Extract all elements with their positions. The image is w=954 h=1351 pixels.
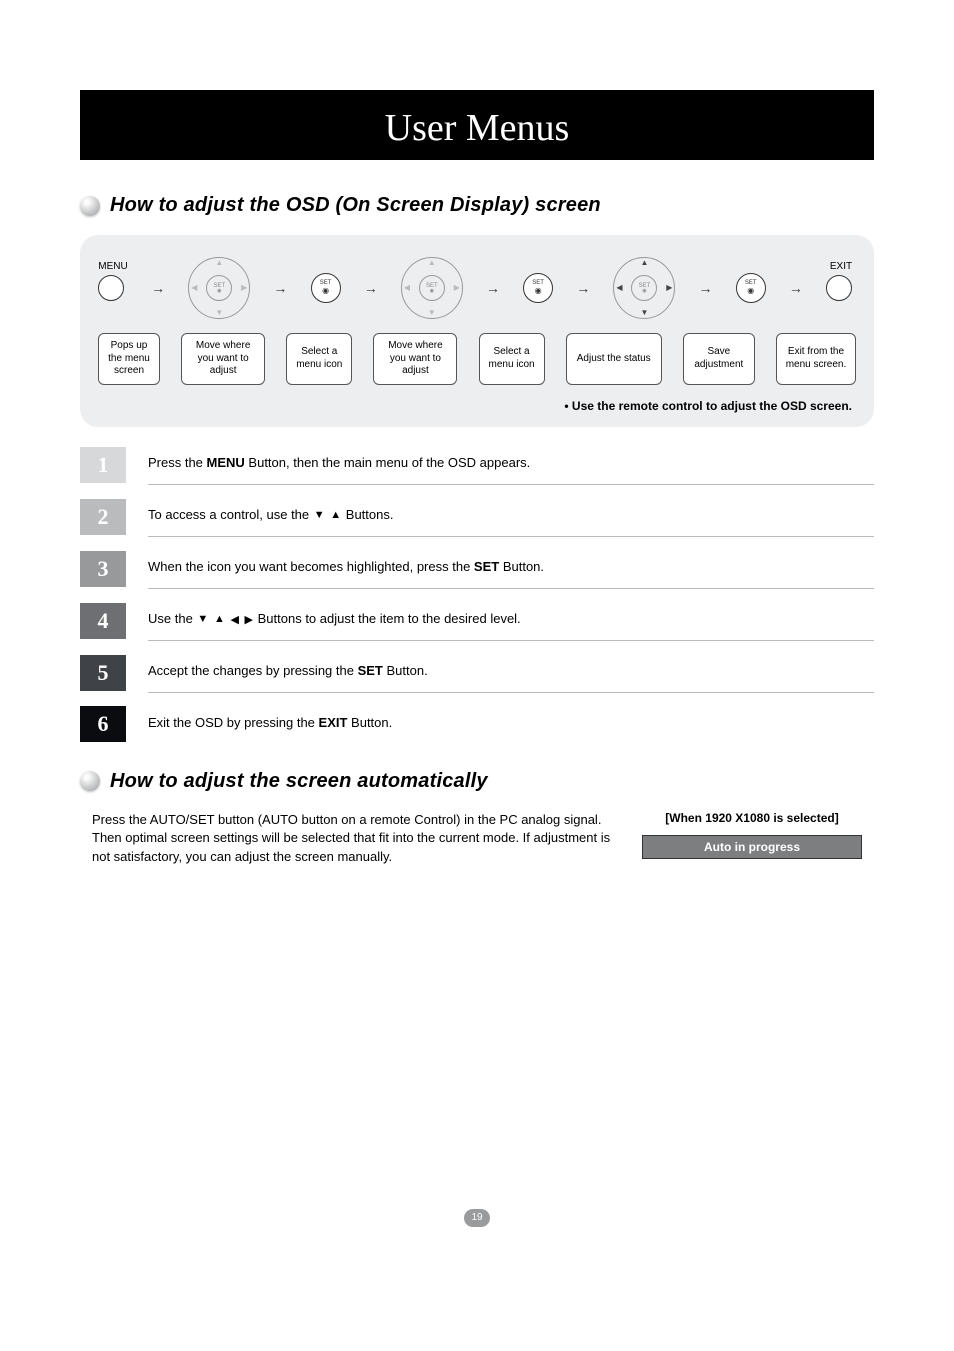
step-text: Accept the changes by pressing the SET B… bbox=[148, 653, 874, 693]
step-row: 3 When the icon you want becomes highligh… bbox=[80, 549, 874, 589]
arrow-icon: → bbox=[576, 280, 590, 296]
step-number: 3 bbox=[80, 551, 126, 587]
title-band: User Menus bbox=[80, 90, 874, 160]
section2-header: How to adjust the screen automatically bbox=[80, 770, 874, 793]
auto-right-panel: [When 1920 X1080 is selected] Auto in pr… bbox=[642, 811, 862, 859]
step-text: Exit the OSD by pressing the EXIT Button… bbox=[148, 705, 874, 744]
step-number: 6 bbox=[80, 706, 126, 742]
auto-progress-box: Auto in progress bbox=[642, 835, 862, 859]
step-text: When the icon you want becomes highlight… bbox=[148, 549, 874, 589]
flow-row-icons: MENU → ▲▼ ◀▶ SET◉ → SET◉ → ▲▼ ◀▶ SET bbox=[98, 257, 856, 319]
step-row: 4 Use the ▼ ▲ ◀ ▶ Buttons to adjust the i… bbox=[80, 601, 874, 641]
auto-right-header: [When 1920 X1080 is selected] bbox=[642, 811, 862, 825]
arrow-icon: → bbox=[364, 280, 378, 296]
step-row: 6 Exit the OSD by pressing the EXIT Butto… bbox=[80, 705, 874, 744]
bullet-icon bbox=[80, 771, 100, 791]
auto-body-text: Press the AUTO/SET button (AUTO button o… bbox=[92, 811, 620, 868]
page-number: 19 bbox=[464, 1209, 490, 1227]
step-row: 2 To access a control, use the ▼ ▲ Button… bbox=[80, 497, 874, 537]
flow-box: Adjust the status bbox=[566, 333, 662, 385]
steps-list: 1 Press the MENU Button, then the main me… bbox=[80, 445, 874, 744]
section2-heading: How to adjust the screen automatically bbox=[110, 770, 488, 793]
bullet-icon bbox=[80, 196, 100, 216]
dpad-icon: ▲▼ ◀▶ SET◉ bbox=[613, 257, 675, 319]
flow-box: Move where you want to adjust bbox=[181, 333, 265, 385]
set-button-icon: SET◉ bbox=[523, 273, 553, 303]
flow-box: Move where you want to adjust bbox=[373, 333, 457, 385]
page-number-wrap: 19 bbox=[80, 1207, 874, 1227]
page-title: User Menus bbox=[385, 107, 570, 149]
menu-label: MENU bbox=[98, 261, 127, 272]
exit-button-icon bbox=[826, 275, 852, 301]
arrow-icon: → bbox=[699, 280, 713, 296]
step-number: 4 bbox=[80, 603, 126, 639]
step-number: 5 bbox=[80, 655, 126, 691]
flow-box: Exit from the menu screen. bbox=[776, 333, 856, 385]
step-text: Use the ▼ ▲ ◀ ▶ Buttons to adjust the it… bbox=[148, 601, 874, 641]
flow-box: Select a menu icon bbox=[286, 333, 352, 385]
step-text: Press the MENU Button, then the main men… bbox=[148, 445, 874, 485]
flow-panel: MENU → ▲▼ ◀▶ SET◉ → SET◉ → ▲▼ ◀▶ SET bbox=[80, 235, 874, 427]
arrow-icon: → bbox=[151, 280, 165, 296]
arrow-icon: → bbox=[273, 280, 287, 296]
flow-note: • Use the remote control to adjust the O… bbox=[98, 399, 856, 413]
step-row: 1 Press the MENU Button, then the main me… bbox=[80, 445, 874, 485]
step-number: 2 bbox=[80, 499, 126, 535]
step-number: 1 bbox=[80, 447, 126, 483]
arrow-icon: → bbox=[486, 280, 500, 296]
menu-button-icon bbox=[98, 275, 124, 301]
dpad-icon: ▲▼ ◀▶ SET◉ bbox=[188, 257, 250, 319]
step-text: To access a control, use the ▼ ▲ Buttons… bbox=[148, 497, 874, 537]
exit-label: EXIT bbox=[830, 261, 852, 272]
step-row: 5 Accept the changes by pressing the SET … bbox=[80, 653, 874, 693]
flow-box: Save adjustment bbox=[683, 333, 755, 385]
flow-row-descriptions: Pops up the menu screen Move where you w… bbox=[98, 333, 856, 385]
dpad-icon: ▲▼ ◀▶ SET◉ bbox=[401, 257, 463, 319]
arrow-icon: → bbox=[789, 280, 803, 296]
set-button-icon: SET◉ bbox=[736, 273, 766, 303]
auto-section: Press the AUTO/SET button (AUTO button o… bbox=[80, 811, 874, 868]
flow-box: Select a menu icon bbox=[479, 333, 545, 385]
flow-box: Pops up the menu screen bbox=[98, 333, 160, 385]
set-button-icon: SET◉ bbox=[311, 273, 341, 303]
section1-header: How to adjust the OSD (On Screen Display… bbox=[80, 194, 874, 217]
section1-heading: How to adjust the OSD (On Screen Display… bbox=[110, 194, 601, 217]
